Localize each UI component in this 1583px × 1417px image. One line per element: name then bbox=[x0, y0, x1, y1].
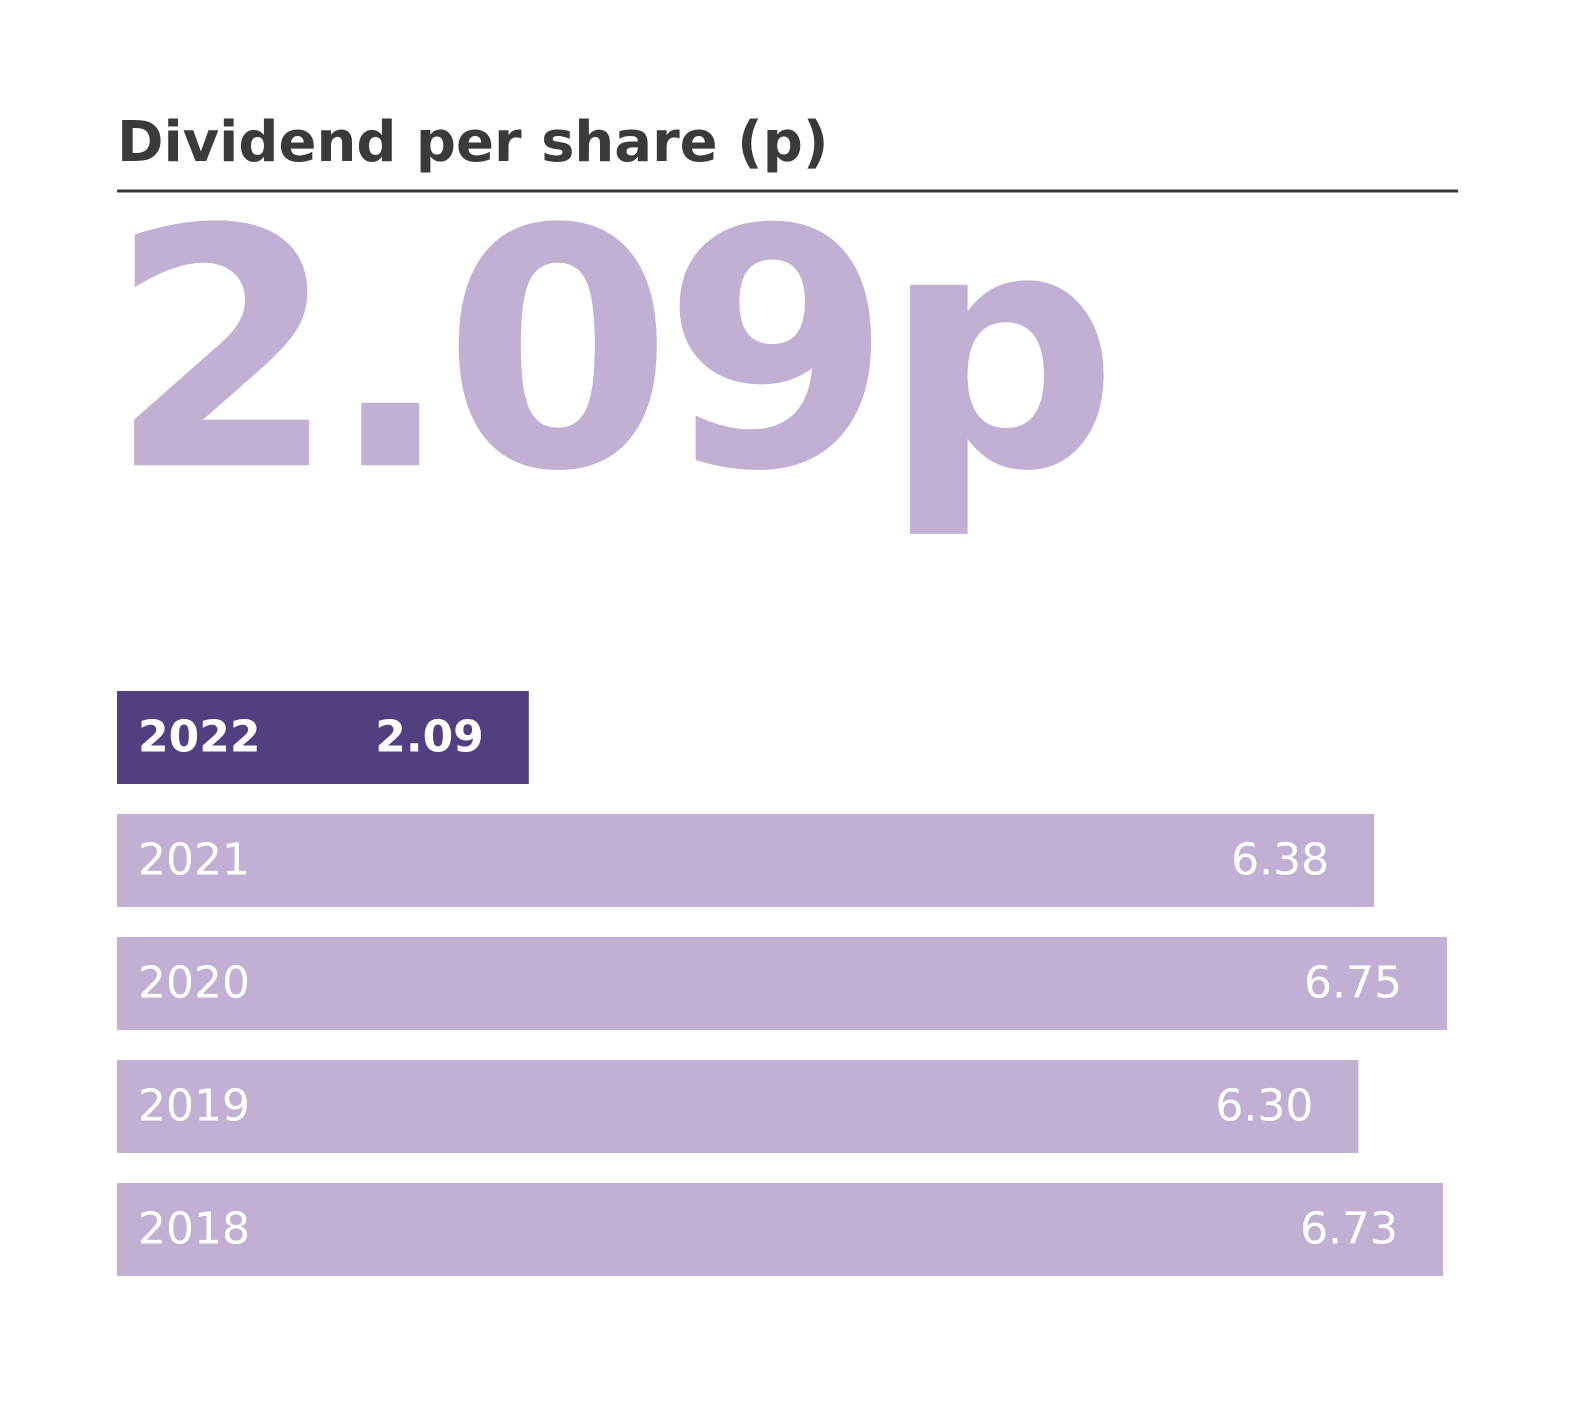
value-label: 6.73 bbox=[1300, 1204, 1398, 1255]
bar bbox=[117, 691, 529, 784]
chart-title: Dividend per share (p) bbox=[117, 110, 828, 175]
bar bbox=[117, 937, 1447, 1030]
category-label: 2018 bbox=[138, 1204, 250, 1255]
bar bbox=[117, 814, 1375, 907]
category-label: 2021 bbox=[138, 835, 250, 886]
category-label: 2019 bbox=[138, 1081, 250, 1132]
category-label: 2022 bbox=[138, 712, 260, 763]
bar bbox=[117, 1183, 1444, 1276]
headline-value: 2.09p bbox=[108, 159, 1108, 543]
value-label: 6.30 bbox=[1215, 1081, 1313, 1132]
category-label: 2020 bbox=[138, 958, 250, 1009]
bar bbox=[117, 1060, 1359, 1153]
value-label: 6.38 bbox=[1231, 835, 1329, 886]
value-label: 6.75 bbox=[1304, 958, 1402, 1009]
value-label: 2.09 bbox=[375, 712, 484, 763]
